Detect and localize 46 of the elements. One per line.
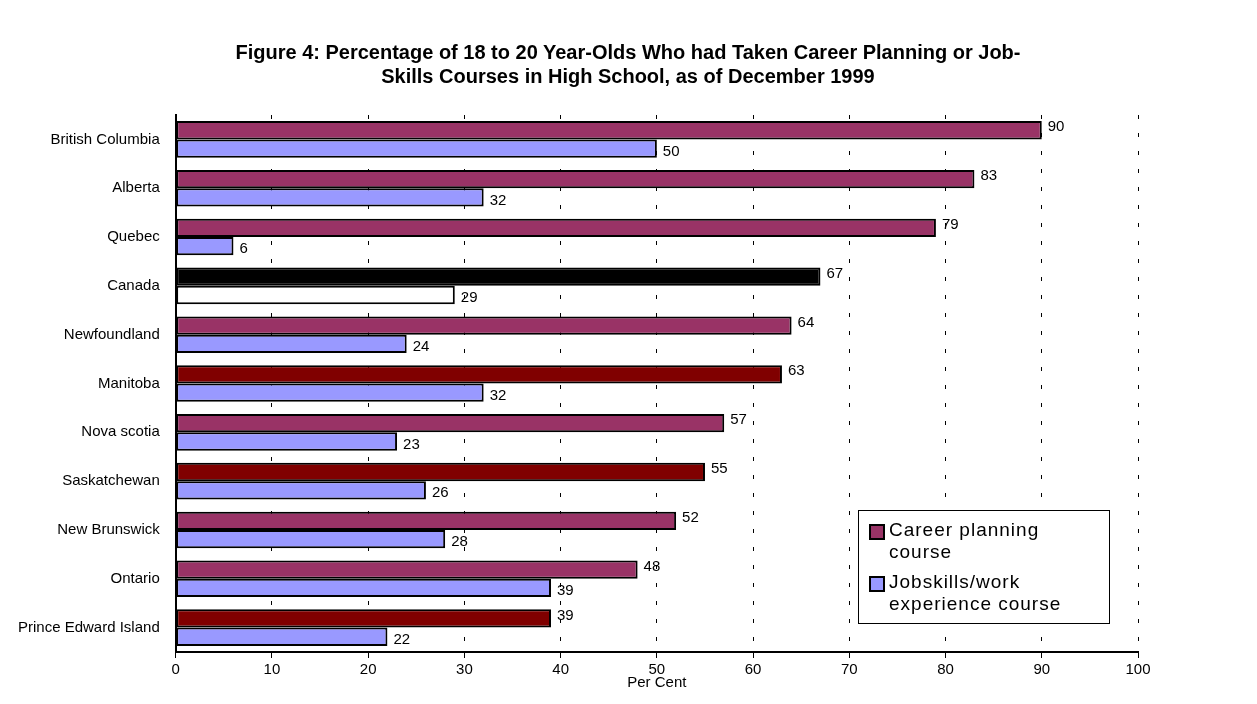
data-label: 48 [643,556,661,574]
data-label: 24 [412,336,430,354]
x-tick-label: 90 [1033,660,1051,678]
data-label: 90 [1047,117,1065,135]
y-tick-label: New Brunswick [57,520,161,538]
y-tick-label: British Columbia [50,129,161,147]
data-label: 64 [797,312,815,330]
y-tick-label: Quebec [107,227,161,245]
data-label: 39 [557,605,574,623]
x-tick-label: 60 [744,660,762,678]
y-tick-label: Manitoba [98,373,161,391]
y-tick-label: Nova scotia [81,422,161,440]
chart-title: Figure 4: Percentage of 18 to 20 Year-Olds Who had Taken Career Planning or Job-Skills Courses in High School, as of December 1999 [234,40,1022,88]
legend-label: Jobskills/work experience course [889,571,1063,615]
data-label: 23 [403,434,420,452]
x-tick-label: 100 [1125,660,1151,678]
data-label: 83 [980,166,998,184]
data-label: 29 [460,288,478,306]
data-label: 79 [941,215,959,233]
data-label: 6 [239,239,248,257]
y-tick-label: Ontario [110,568,160,586]
data-label: 32 [489,190,507,208]
y-tick-label: Alberta [112,178,161,196]
data-label: 67 [826,263,844,281]
data-label: 63 [787,361,805,379]
data-label: 52 [682,507,699,525]
x-tick-label: 80 [937,660,954,678]
x-tick-label: 20 [359,660,377,678]
data-label: 32 [489,385,507,403]
data-label: 50 [662,141,680,159]
x-tick-label: 30 [456,660,473,678]
data-label: 22 [393,629,411,647]
data-label: 55 [710,459,728,477]
data-label: 26 [431,483,449,501]
data-label: 39 [557,581,574,599]
x-tick-label: 10 [263,660,281,678]
legend-label: Career planning course [889,519,1041,563]
data-label: 28 [451,532,468,550]
y-tick-label: Saskatchewan [62,471,160,489]
y-tick-label: Newfoundland [63,324,160,342]
x-tick-label: 40 [552,660,569,678]
data-label: 57 [730,410,747,428]
x-tick-label: 0 [171,660,180,678]
y-tick-label: Prince Edward Island [17,617,160,635]
y-tick-label: Canada [107,276,161,293]
x-tick-label: 70 [840,660,858,678]
